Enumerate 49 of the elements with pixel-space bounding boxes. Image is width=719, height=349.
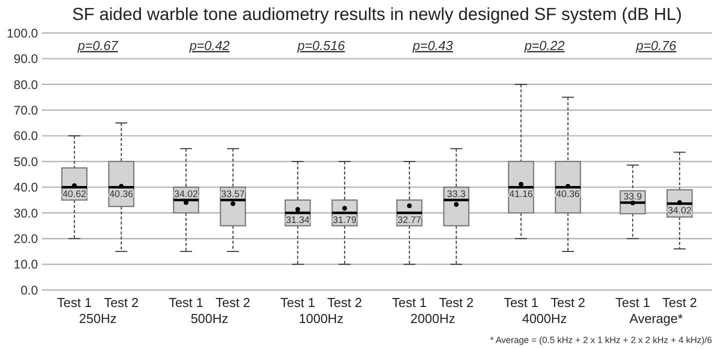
x-tick-label: Test 2: [438, 295, 474, 310]
text: Average*: [630, 311, 683, 326]
text: 250Hz: [79, 311, 117, 326]
x-tick-label: Test 1: [280, 295, 316, 310]
x-tick-label: Test 1: [504, 295, 538, 310]
text: 40.62: [62, 189, 86, 200]
y-tick-label: 90.0: [14, 52, 38, 66]
text: 40.36: [556, 189, 580, 200]
text: 33.9: [623, 192, 642, 203]
annotation: p=0.67: [76, 38, 119, 53]
text: 31.79: [332, 214, 357, 226]
y-tick-label: 80.0: [14, 78, 38, 92]
y-tick-label: 20.0: [14, 232, 38, 246]
x-tick-label: Test 1: [168, 295, 204, 310]
x-tick-label: Test 1: [57, 295, 92, 310]
x-tick-label: Test 2: [662, 295, 697, 310]
annotation: p=0.42: [188, 38, 230, 53]
annotation: p=0.43: [412, 38, 454, 53]
y-tick-label: 40.0: [14, 180, 38, 195]
annotation: p=0.516: [296, 38, 346, 53]
x-tick-label: Test 2: [327, 295, 362, 310]
text: 31.34: [286, 214, 310, 226]
text: 2000Hz: [410, 311, 456, 326]
annotation: p=0.76: [635, 38, 677, 53]
text: 33.3: [447, 189, 466, 200]
x-tick-label: Test 1: [615, 295, 650, 310]
chart-title: SF aided warble tone audiometry results in newly designed SF system (dB HL): [72, 4, 682, 24]
y-tick-label: 100.0: [6, 26, 38, 40]
y-tick-label: 50.0: [14, 154, 38, 169]
x-tick-label: Test 2: [550, 295, 586, 310]
text: * Average = (0.5 kHz + 2 x 1 kHz + 2 x 2 kHz + 4 kHz)/6: [490, 335, 712, 345]
x-tick-label: Test 2: [216, 295, 250, 310]
text: 1000Hz: [298, 311, 344, 326]
text: 33.57: [221, 189, 245, 200]
y-tick-label: 10.0: [14, 258, 38, 272]
y-tick-label: 0.0: [20, 283, 38, 298]
text: 34.02: [174, 189, 198, 200]
x-tick-label: Test 1: [392, 295, 427, 310]
text: 32.77: [397, 214, 422, 226]
annotation: p=0.22: [523, 38, 566, 53]
text: 500Hz: [190, 311, 228, 326]
text: 4000Hz: [522, 311, 567, 326]
text: 40.36: [109, 189, 134, 200]
y-tick-label: 70.0: [14, 103, 38, 118]
text: 34.02: [668, 206, 692, 217]
text: 41.16: [509, 189, 533, 200]
x-tick-label: Test 2: [104, 295, 139, 310]
y-tick-label: 60.0: [14, 129, 38, 144]
y-tick-label: 30.0: [14, 206, 38, 220]
